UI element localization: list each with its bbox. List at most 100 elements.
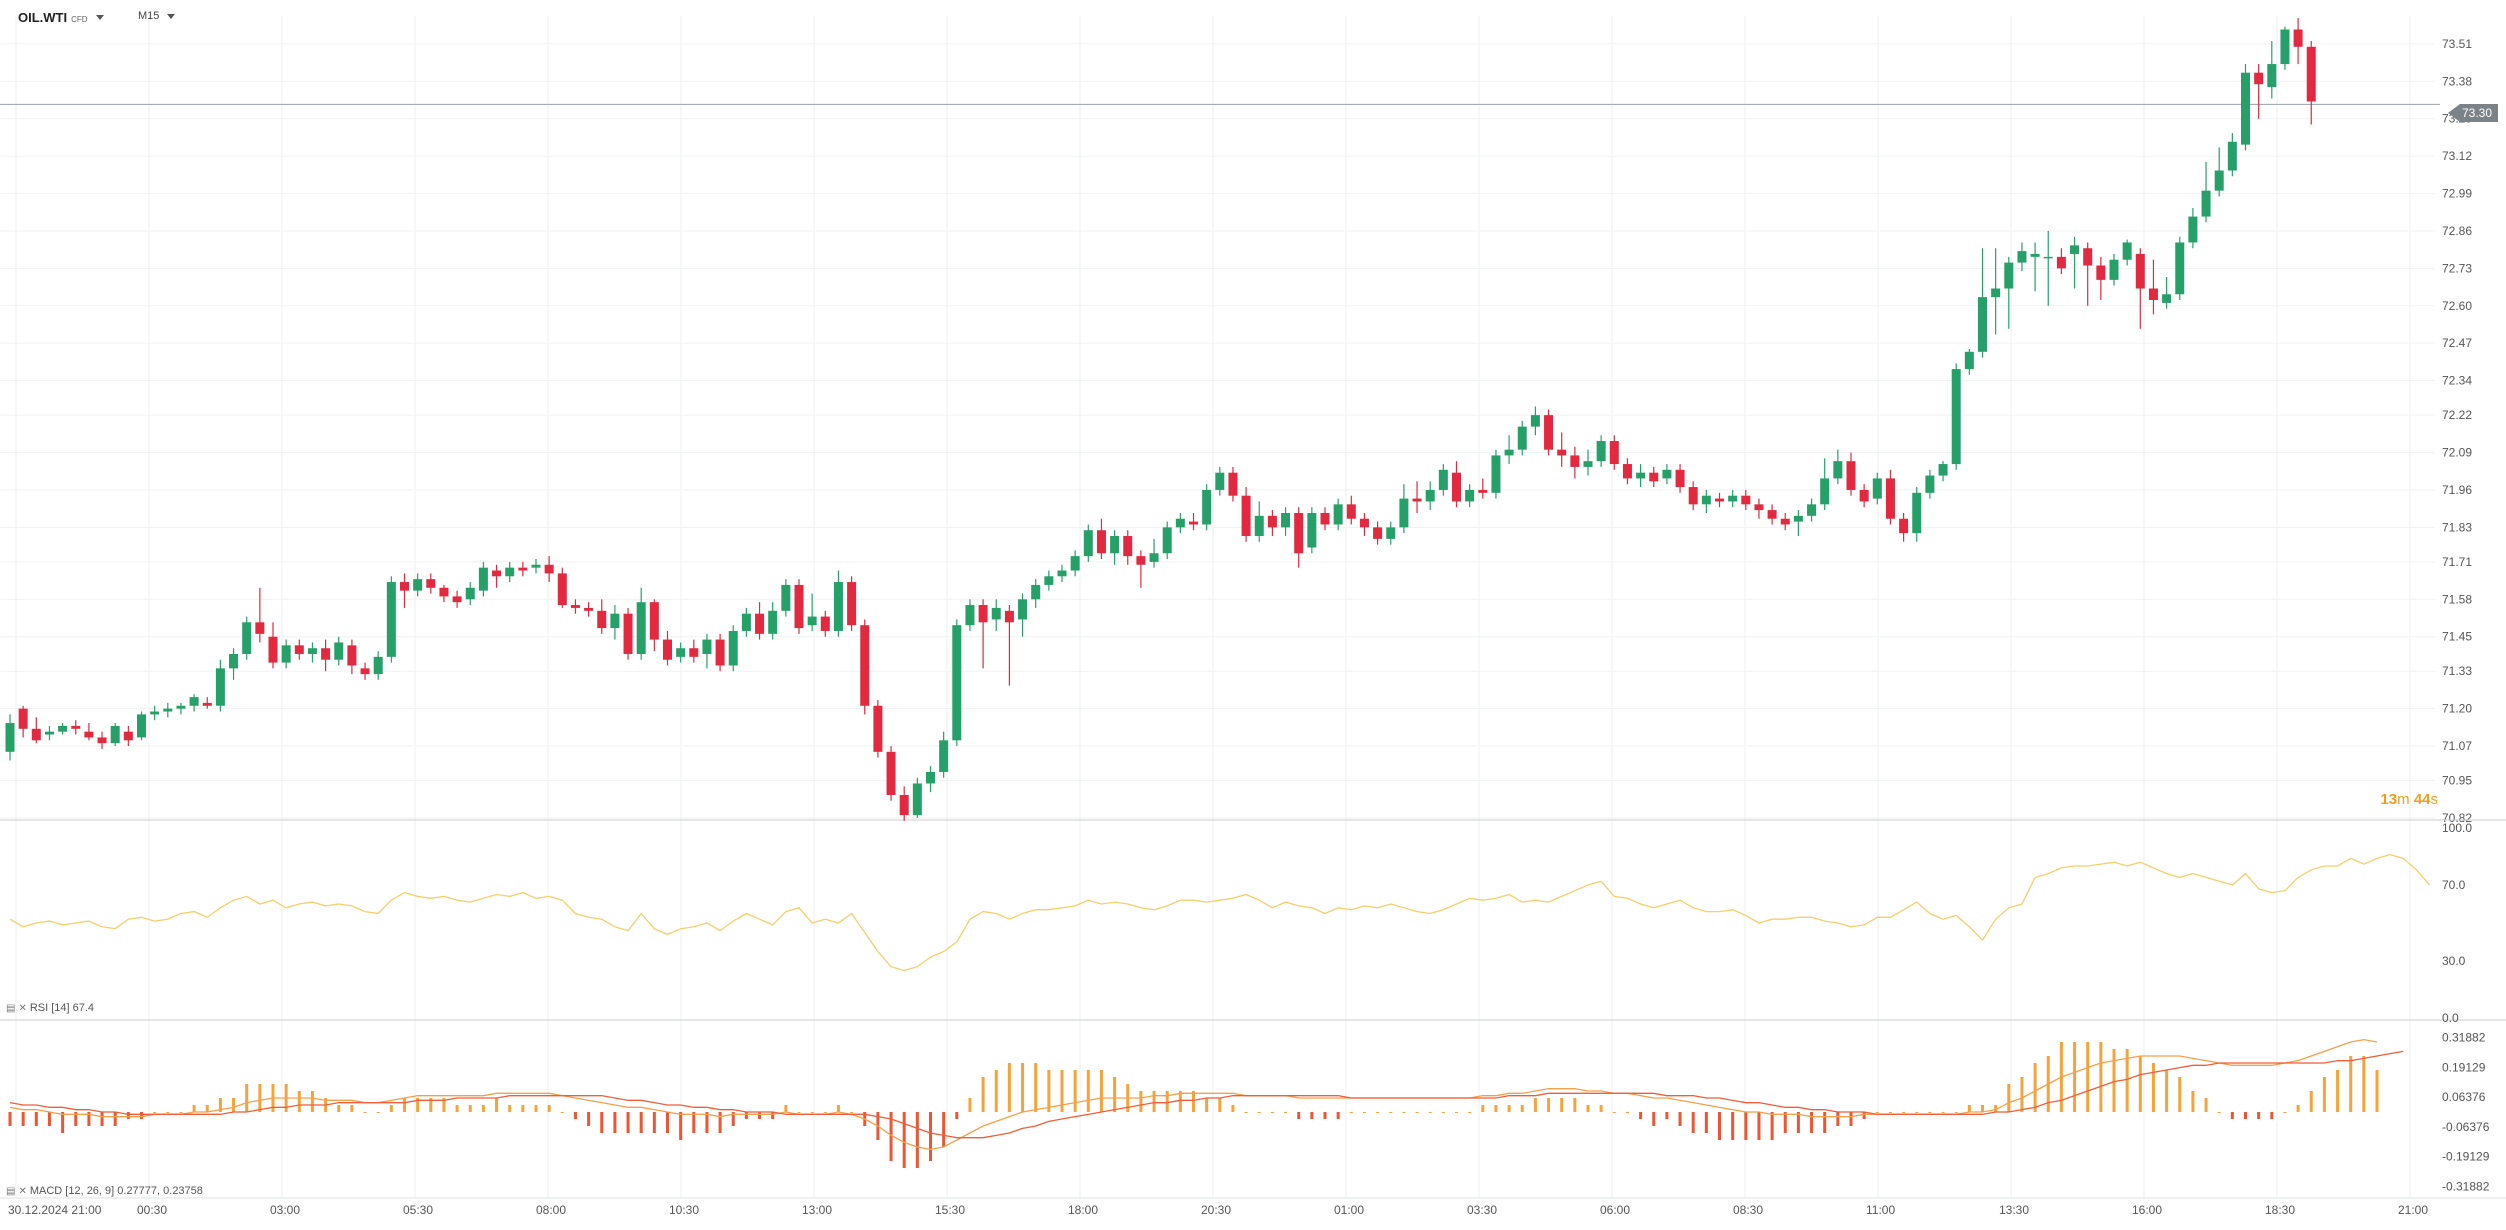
macd-histogram-bar	[587, 1112, 591, 1126]
macd-histogram-bar	[915, 1112, 919, 1168]
price-axis-label: 72.60	[2442, 299, 2472, 313]
time-axis-label: 10:30	[669, 1203, 699, 1217]
macd-axis-label: 0.31882	[2442, 1031, 2486, 1045]
settings-icon[interactable]: ▤	[6, 1185, 16, 1197]
candle-down	[2083, 248, 2093, 266]
macd-histogram-bar	[1757, 1112, 1761, 1140]
candle-up	[926, 771, 935, 784]
macd-histogram-bar	[2217, 1112, 2221, 1113]
candle-down	[649, 602, 659, 640]
time-axis-label: 18:30	[2265, 1203, 2295, 1217]
macd-histogram-bar	[403, 1098, 406, 1112]
candle-up	[2175, 242, 2185, 295]
price-axis-label: 72.09	[2442, 446, 2472, 460]
macd-histogram-bar	[495, 1098, 499, 1112]
candle-up	[1701, 495, 1711, 505]
candle-up	[610, 613, 620, 629]
rsi-axis-label: 30.0	[2442, 954, 2466, 968]
macd-histogram-bar	[1849, 1112, 1853, 1126]
candle-down	[518, 567, 528, 571]
candle-up	[478, 567, 488, 591]
candle-down	[1780, 518, 1790, 525]
time-axis-label: 03:30	[1467, 1203, 1497, 1217]
candle-down	[2096, 265, 2106, 280]
macd-histogram-bar	[1915, 1112, 1919, 1113]
candle-down	[544, 564, 554, 574]
macd-histogram-bar	[2204, 1098, 2208, 1112]
candle-down	[1267, 515, 1277, 528]
timeframe-selector[interactable]: M15	[138, 10, 176, 22]
macd-histogram-bar	[1625, 1112, 1629, 1113]
macd-histogram-bar	[1954, 1112, 1958, 1113]
candle-up	[1175, 518, 1185, 528]
close-icon[interactable]: ✕	[18, 1185, 27, 1197]
macd-histogram-bar	[205, 1105, 209, 1112]
candle-down	[1123, 535, 1133, 557]
price-axis-label: 72.34	[2442, 374, 2472, 388]
macd-histogram-bar	[705, 1112, 709, 1133]
macd-histogram-bar	[87, 1112, 91, 1126]
macd-histogram-bar	[1205, 1098, 1209, 1112]
candle-up	[768, 610, 778, 634]
symbol-type: CFD	[71, 14, 88, 24]
macd-histogram-bar	[836, 1105, 840, 1112]
macd-histogram-bar	[1981, 1105, 1984, 1112]
price-axis-label: 70.95	[2442, 774, 2472, 788]
macd-histogram-bar	[1192, 1091, 1195, 1112]
candle-down	[2293, 29, 2303, 47]
close-icon[interactable]: ✕	[18, 1002, 27, 1014]
macd-histogram-bar	[100, 1112, 104, 1126]
macd-histogram-bar	[1034, 1063, 1038, 1112]
macd-pane-label[interactable]: ▤ ✕ MACD [12, 26, 9] 0.27777, 0.23758	[6, 1185, 203, 1197]
macd-histogram-bar	[1586, 1105, 1590, 1112]
macd-histogram-bar	[929, 1112, 932, 1161]
rsi-pane-label[interactable]: ▤ ✕ RSI [14] 67.4	[6, 1002, 94, 1014]
candle-down	[1715, 498, 1724, 502]
rsi-axis-label: 0.0	[2442, 1011, 2459, 1025]
candle-up	[952, 625, 962, 741]
candle-up	[2070, 245, 2080, 254]
symbol-dropdown-icon[interactable]	[95, 15, 104, 20]
macd-histogram-bar	[1520, 1105, 1524, 1112]
macd-histogram-bar	[784, 1105, 788, 1112]
macd-histogram-bar	[1744, 1112, 1748, 1140]
macd-histogram-bar	[1270, 1112, 1274, 1113]
candle-up	[1491, 455, 1501, 493]
macd-histogram-bar	[902, 1112, 906, 1168]
settings-icon[interactable]: ▤	[6, 1002, 16, 1014]
macd-histogram-bar	[140, 1112, 143, 1119]
macd-histogram-bar	[2125, 1049, 2129, 1112]
candle-down	[1649, 472, 1659, 482]
timeframe-dropdown-icon[interactable]	[167, 13, 176, 19]
symbol-selector[interactable]: OIL.WTI CFD	[18, 10, 104, 25]
macd-histogram-bar	[981, 1077, 985, 1112]
candle-up	[1530, 415, 1540, 427]
candle-up	[1018, 599, 1028, 620]
macd-histogram-bar	[1428, 1112, 1432, 1113]
macd-histogram-bar	[21, 1112, 25, 1126]
macd-histogram-bar	[1796, 1112, 1800, 1133]
macd-histogram-bar	[2349, 1056, 2353, 1112]
macd-histogram-bar	[1257, 1112, 1261, 1113]
macd-histogram-bar	[2336, 1070, 2340, 1112]
macd-histogram-bar	[560, 1112, 564, 1113]
candle-up	[137, 714, 146, 738]
macd-histogram-bar	[521, 1105, 525, 1112]
macd-histogram-bar	[1494, 1105, 1498, 1112]
candle-up	[1202, 489, 1212, 525]
macd-label-text: MACD [12, 26, 9] 0.27777, 0.23758	[29, 1185, 203, 1197]
price-axis-label: 72.86	[2442, 224, 2472, 238]
price-axis-label: 71.58	[2442, 592, 2472, 606]
macd-histogram-bar	[2270, 1112, 2274, 1119]
candle-up	[110, 725, 120, 744]
candle-down	[1412, 498, 1422, 502]
macd-histogram-bar	[2296, 1105, 2300, 1112]
candle-up	[2201, 190, 2211, 217]
macd-histogram-bar	[1599, 1105, 1603, 1112]
macd-histogram-bar	[508, 1105, 512, 1112]
macd-histogram-bar	[481, 1105, 485, 1112]
rsi-line	[9, 853, 2431, 972]
candle-down	[899, 794, 909, 816]
